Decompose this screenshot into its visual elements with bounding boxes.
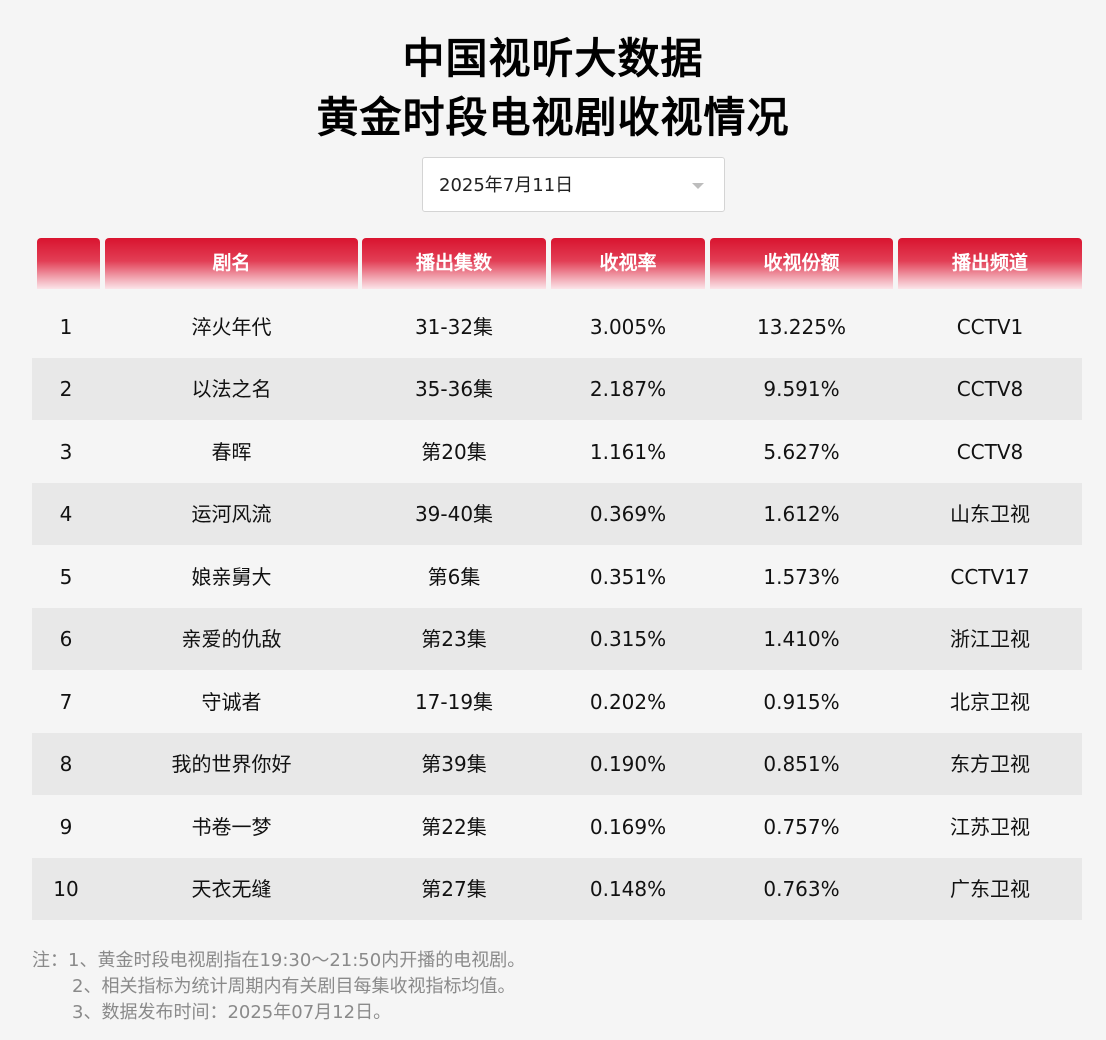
share-cell: 9.591% [763, 377, 840, 401]
episodes-cell: 31-32集 [414, 315, 494, 339]
rank-cell: 6 [59, 627, 73, 651]
share-cell: 5.627% [763, 440, 840, 464]
table-row: 4 运河风流 39-40集 0.369% 1.612% 山东卫视 [32, 483, 1082, 545]
episodes-cell: 第22集 [421, 815, 487, 839]
share-cell: 0.763% [763, 877, 840, 901]
table-row: 2 以法之名 35-36集 2.187% 9.591% CCTV8 [32, 358, 1082, 420]
channel-cell: 东方卫视 [950, 752, 1030, 776]
footnote-2: 2、相关指标为统计周期内有关剧目每集收视指标均值。 [72, 976, 516, 997]
rating-cell: 0.351% [589, 565, 667, 589]
rank-cell: 3 [59, 440, 73, 464]
episodes-cell: 第6集 [427, 565, 481, 589]
drama-name-cell: 运河风流 [191, 502, 272, 526]
rank-cell: 4 [59, 502, 73, 526]
footnote-1: 注：1、黄金时段电视剧指在19:30～21:50内开播的电视剧。 [32, 950, 526, 971]
episodes-cell: 第20集 [421, 440, 487, 464]
drama-name-cell: 春晖 [211, 440, 252, 464]
rating-cell: 2.187% [589, 377, 667, 401]
drama-name-cell: 以法之名 [191, 377, 272, 401]
date-select-value: 2025年7月11日 [439, 175, 574, 196]
episodes-cell: 第23集 [421, 627, 487, 651]
share-cell: 13.225% [757, 315, 846, 339]
share-cell: 0.757% [763, 815, 840, 839]
rating-cell: 0.190% [589, 752, 667, 776]
rating-cell: 0.202% [589, 690, 667, 714]
rating-cell: 0.315% [589, 627, 667, 651]
drama-name-cell: 淬火年代 [191, 315, 272, 339]
drama-name-cell: 娘亲舅大 [191, 565, 272, 589]
episodes-cell: 第39集 [421, 752, 487, 776]
table-row: 9 书卷一梦 第22集 0.169% 0.757% 江苏卫视 [32, 796, 1082, 858]
channel-cell: CCTV8 [956, 440, 1024, 464]
header-rank [37, 238, 100, 289]
chevron-down-icon [692, 183, 704, 189]
drama-name-cell: 守诚者 [201, 690, 262, 714]
episodes-cell: 17-19集 [414, 690, 494, 714]
share-cell: 1.573% [763, 565, 840, 589]
table-row: 3 春晖 第20集 1.161% 5.627% CCTV8 [32, 421, 1082, 483]
footnotes: 注：1、黄金时段电视剧指在19:30～21:50内开播的电视剧。 2、相关指标为… [32, 948, 525, 1026]
rating-cell: 1.161% [589, 440, 667, 464]
channel-cell: 北京卫视 [950, 690, 1030, 714]
drama-name-cell: 书卷一梦 [191, 815, 272, 839]
share-cell: 1.410% [763, 627, 840, 651]
rank-cell: 1 [59, 315, 73, 339]
rating-cell: 0.169% [589, 815, 667, 839]
rank-cell: 10 [53, 877, 79, 901]
header-episodes: 播出集数 [362, 238, 546, 289]
share-cell: 1.612% [763, 502, 840, 526]
episodes-cell: 第27集 [421, 877, 487, 901]
header-name: 剧名 [105, 238, 358, 289]
rank-cell: 5 [59, 565, 73, 589]
rank-cell: 7 [59, 690, 73, 714]
rating-cell: 0.369% [589, 502, 667, 526]
channel-cell: CCTV17 [950, 565, 1030, 589]
drama-name-cell: 我的世界你好 [171, 752, 292, 776]
page-title-line1: 中国视听大数据 [402, 34, 704, 83]
episodes-cell: 39-40集 [414, 502, 494, 526]
table-row: 7 守诚者 17-19集 0.202% 0.915% 北京卫视 [32, 671, 1082, 733]
channel-cell: 浙江卫视 [950, 627, 1030, 651]
header-channel: 播出频道 [898, 238, 1082, 289]
episodes-cell: 35-36集 [414, 377, 494, 401]
date-select[interactable]: 2025年7月11日 [422, 157, 725, 212]
channel-cell: 广东卫视 [950, 877, 1030, 901]
table-row: 8 我的世界你好 第39集 0.190% 0.851% 东方卫视 [32, 733, 1082, 795]
table-row: 6 亲爱的仇敌 第23集 0.315% 1.410% 浙江卫视 [32, 608, 1082, 670]
rank-cell: 9 [59, 815, 73, 839]
channel-cell: CCTV8 [956, 377, 1024, 401]
share-cell: 0.915% [763, 690, 840, 714]
share-cell: 0.851% [763, 752, 840, 776]
rating-cell: 0.148% [589, 877, 667, 901]
channel-cell: CCTV1 [956, 315, 1024, 339]
table-row: 10 天衣无缝 第27集 0.148% 0.763% 广东卫视 [32, 858, 1082, 920]
header-share: 收视份额 [710, 238, 893, 289]
channel-cell: 江苏卫视 [950, 815, 1030, 839]
footnote-3: 3、数据发布时间：2025年07月12日。 [72, 1002, 392, 1023]
channel-cell: 山东卫视 [950, 502, 1030, 526]
rating-cell: 3.005% [589, 315, 667, 339]
rank-cell: 2 [59, 377, 73, 401]
drama-name-cell: 亲爱的仇敌 [181, 627, 282, 651]
header-rating: 收视率 [551, 238, 705, 289]
rank-cell: 8 [59, 752, 73, 776]
page-title-line2: 黄金时段电视剧收视情况 [316, 93, 790, 142]
drama-name-cell: 天衣无缝 [191, 877, 272, 901]
table-row: 5 娘亲舅大 第6集 0.351% 1.573% CCTV17 [32, 546, 1082, 608]
table-row: 1 淬火年代 31-32集 3.005% 13.225% CCTV1 [32, 296, 1082, 358]
